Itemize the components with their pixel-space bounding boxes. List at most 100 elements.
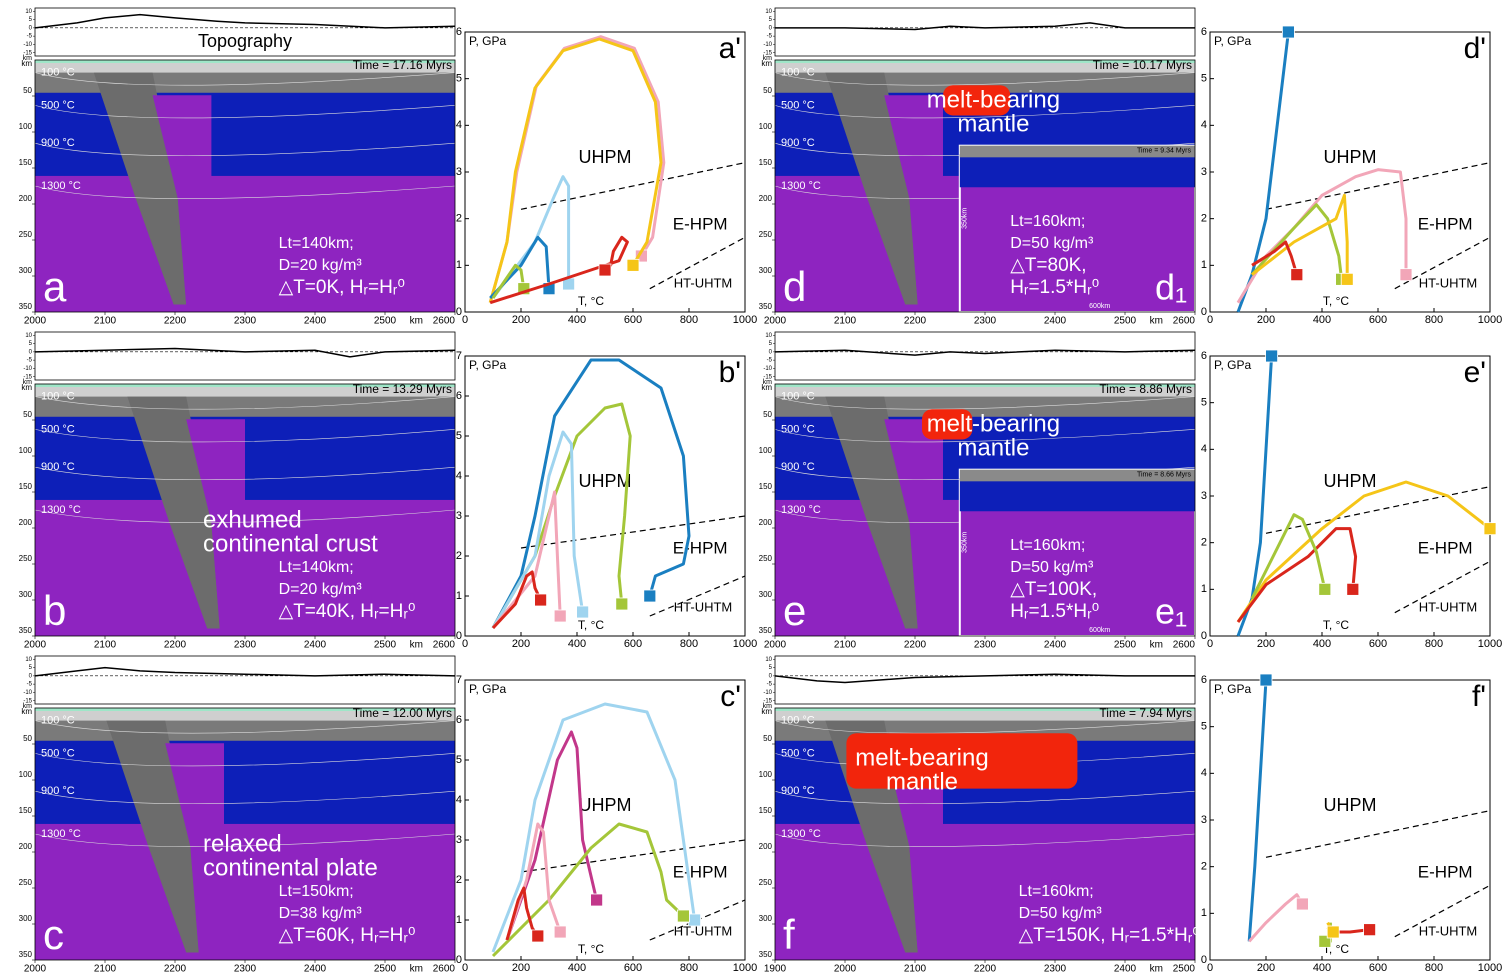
- melt-region: [922, 409, 973, 440]
- topo-unit: km: [23, 703, 33, 710]
- field-boundary: [1265, 486, 1491, 534]
- isotherm: [774, 790, 1196, 805]
- y-tick-label: 150: [759, 482, 773, 491]
- sediments: [35, 60, 455, 64]
- parameter-label: Hᵣ=1.5*Hᵣ⁰: [1010, 277, 1099, 298]
- y-tick-label: 3: [1201, 490, 1207, 502]
- annotation: melt-bearing: [927, 411, 1060, 438]
- x-tick-label: 2400: [1114, 964, 1137, 974]
- field-boundary: [520, 162, 746, 210]
- x-tick-label: 2200: [164, 640, 187, 651]
- y-tick-label: 150: [19, 482, 33, 491]
- topo-tick-label: 0: [769, 25, 773, 31]
- isotherm-label: 500 °C: [781, 423, 815, 435]
- topo-unit: km: [23, 55, 33, 62]
- x-tick-label: 2400: [1044, 316, 1067, 327]
- annotation: continental plate: [203, 854, 378, 881]
- y-tick-label: 0: [456, 306, 462, 318]
- panel-letter: c: [43, 911, 64, 958]
- topo-frame: [774, 655, 1196, 705]
- topo-unit: km: [763, 703, 773, 710]
- pt-path: [1251, 240, 1299, 276]
- field-label: E-HPM: [673, 215, 728, 234]
- x-tick-label: 2300: [1044, 964, 1067, 974]
- field-label: E-HPM: [1418, 539, 1473, 558]
- pt-path: [505, 886, 540, 941]
- topo-tick-label: 10: [25, 333, 32, 339]
- topo-tick-label: 10: [765, 9, 772, 15]
- y-tick-label: 2: [1201, 861, 1207, 873]
- x-tick-label: 2400: [1044, 640, 1067, 651]
- end-marker: [1290, 268, 1304, 282]
- y-tick-label: 1: [1201, 583, 1207, 595]
- panel-letter: f': [1472, 680, 1486, 713]
- x-tick-label: 2100: [94, 640, 117, 651]
- x-tick-label: 800: [680, 962, 698, 974]
- topo-tick-label: -5: [767, 34, 773, 40]
- x-tick-label: 400: [568, 314, 586, 326]
- x-tick-label: 200: [1257, 314, 1275, 326]
- parameter-label: D=50 kg/m³: [1010, 235, 1094, 252]
- melt-region: [943, 85, 1011, 116]
- topography-line: [34, 666, 456, 677]
- y-tick-label: 350: [19, 626, 33, 635]
- topo-tick-label: 10: [25, 657, 32, 663]
- isotherm-label: 500 °C: [41, 747, 75, 759]
- x-tick-label: 400: [1313, 314, 1331, 326]
- isotherm-label: 900 °C: [41, 461, 75, 473]
- pt-path: [1236, 527, 1358, 623]
- y-tick-label: 350: [759, 950, 773, 959]
- x-tick-label: 2300: [234, 316, 257, 327]
- pt-path: [491, 570, 542, 630]
- topo-tick-label: 5: [29, 341, 33, 347]
- y-tick-label: 150: [759, 158, 773, 167]
- isotherm: [34, 72, 456, 86]
- annotation: relaxed: [203, 830, 282, 857]
- x-tick-label: 2000: [24, 964, 47, 974]
- topo-tick-label: -5: [767, 682, 773, 688]
- field-label: HT-UHTM: [1419, 923, 1478, 938]
- topo-frame: [34, 655, 456, 705]
- y-tick-label: 50: [763, 86, 772, 95]
- end-marker: [553, 925, 567, 939]
- wedge: [884, 95, 943, 305]
- x-tick-label: 2500: [1114, 640, 1137, 651]
- plot-frame: [464, 679, 746, 961]
- topo-frame: [774, 331, 1196, 381]
- pt-path: [491, 358, 691, 629]
- panel-letter: e': [1464, 356, 1486, 389]
- parameter-label: △T=40K, Hᵣ=Hᵣ⁰: [279, 601, 416, 622]
- topo-frame: [34, 331, 456, 381]
- x-tick-label: 2500: [374, 316, 397, 327]
- sediments: [775, 384, 1195, 388]
- y-tick-label: 100: [19, 446, 33, 455]
- inset-letter: d₁: [1155, 267, 1187, 308]
- wedge: [152, 95, 212, 305]
- x-tick-label: 2000: [24, 316, 47, 327]
- y-tick-label: 350: [19, 950, 33, 959]
- parameter-label: △T=100K,: [1010, 579, 1097, 600]
- x-tick-label: 2100: [834, 640, 857, 651]
- y-tick-label: 6: [456, 714, 462, 726]
- x-tick-label: 400: [1313, 638, 1331, 650]
- topo-tick-label: -5: [27, 682, 33, 688]
- topo-tick-label: -15: [763, 374, 772, 380]
- time-label: Time = 8.86 Myrs: [1099, 382, 1192, 396]
- topo-tick-label: -10: [23, 690, 32, 696]
- parameter-label: Lt=150km;: [279, 883, 354, 900]
- field-label: E-HPM: [673, 863, 728, 882]
- x-tick-label: 200: [512, 314, 530, 326]
- y-axis-label: P, GPa: [1214, 682, 1251, 696]
- isotherm: [774, 833, 1196, 847]
- x-tick-label: 2000: [764, 316, 787, 327]
- x-tick-label: 0: [462, 638, 468, 650]
- x-tick-label: 600: [624, 638, 642, 650]
- y-tick-label: 3: [456, 510, 462, 522]
- topo-tick-label: -15: [763, 50, 772, 56]
- time-label: Time = 10.17 Myrs: [1093, 58, 1192, 72]
- y-tick-label: 200: [19, 842, 33, 851]
- pt-path: [491, 430, 585, 629]
- isotherm-label: 1300 °C: [41, 180, 81, 192]
- y-tick-label: 2: [1201, 537, 1207, 549]
- inset-depth: 350km: [962, 532, 969, 553]
